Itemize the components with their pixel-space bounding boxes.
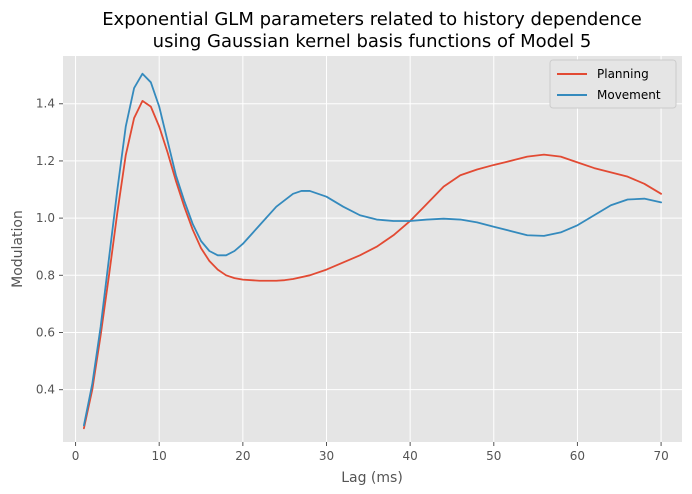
y-axis-label: Modulation [10,210,26,288]
x-tick-label: 0 [72,449,80,463]
y-tick-label: 0.8 [36,268,55,282]
chart-title-line-2: using Gaussian kernel basis functions of… [153,31,592,52]
y-tick-label: 1.4 [36,97,55,111]
legend: Planning Movement [549,59,677,109]
x-tick-label: 10 [152,449,167,463]
y-tick-label: 0.4 [36,383,55,397]
y-tick-label: 0.6 [36,325,55,339]
x-tick-label: 50 [486,449,501,463]
y-tick-label: 1.0 [36,211,55,225]
x-tick-label: 30 [319,449,334,463]
x-tick-label: 70 [653,449,668,463]
x-tick-label: 60 [570,449,585,463]
x-tick-label: 20 [235,449,250,463]
y-tick-label: 1.2 [36,154,55,168]
chart-title-line-1: Exponential GLM parameters related to hi… [102,9,642,30]
x-axis-label: Lag (ms) [341,470,403,486]
tick-labels: 0 10 20 30 40 50 60 70 0.4 0.6 0.8 1.0 1.2 1.4 [36,97,669,463]
series-line-movement [83,72,662,427]
x-tick-label: 40 [403,449,418,463]
series-line-planning [83,99,662,430]
legend-label-planning: Planning [597,67,649,81]
legend-label-movement: Movement [597,88,661,102]
series-layer [83,72,662,430]
